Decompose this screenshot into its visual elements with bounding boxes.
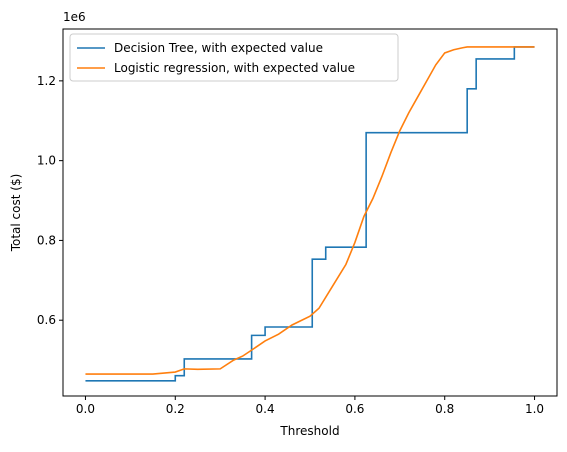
x-axis-label: Threshold: [279, 424, 339, 438]
x-tick-label: 0.8: [435, 402, 454, 416]
y-axis: 0.6 0.8 1.0 1.2: [37, 74, 63, 327]
x-axis: 0.0 0.2 0.4 0.6 0.8 1.0: [76, 396, 544, 416]
legend-box: [69, 33, 399, 82]
y-tick-label: 0.6: [37, 313, 56, 327]
x-tick-label: 0.6: [345, 402, 364, 416]
legend-label-1: Decision Tree, with expected value: [114, 41, 323, 55]
legend: Decision Tree, with expected value Logist…: [69, 33, 399, 82]
plot-frame: [62, 28, 558, 397]
y-axis-label: Total cost ($): [9, 174, 23, 253]
x-tick-label: 0.4: [256, 402, 275, 416]
y-tick-label: 1.0: [37, 154, 56, 168]
y-axis-offset-label: 1e6: [63, 10, 86, 24]
x-tick-label: 0.0: [76, 402, 95, 416]
y-tick-label: 0.8: [37, 233, 56, 247]
legend-label-2: Logistic regression, with expected value: [114, 61, 355, 75]
series-layer: [85, 46, 535, 382]
series-line-1: [85, 46, 535, 382]
x-tick-label: 0.2: [166, 402, 185, 416]
series-line-2: [85, 46, 535, 375]
x-tick-label: 1.0: [525, 402, 544, 416]
y-tick-label: 1.2: [37, 74, 56, 88]
